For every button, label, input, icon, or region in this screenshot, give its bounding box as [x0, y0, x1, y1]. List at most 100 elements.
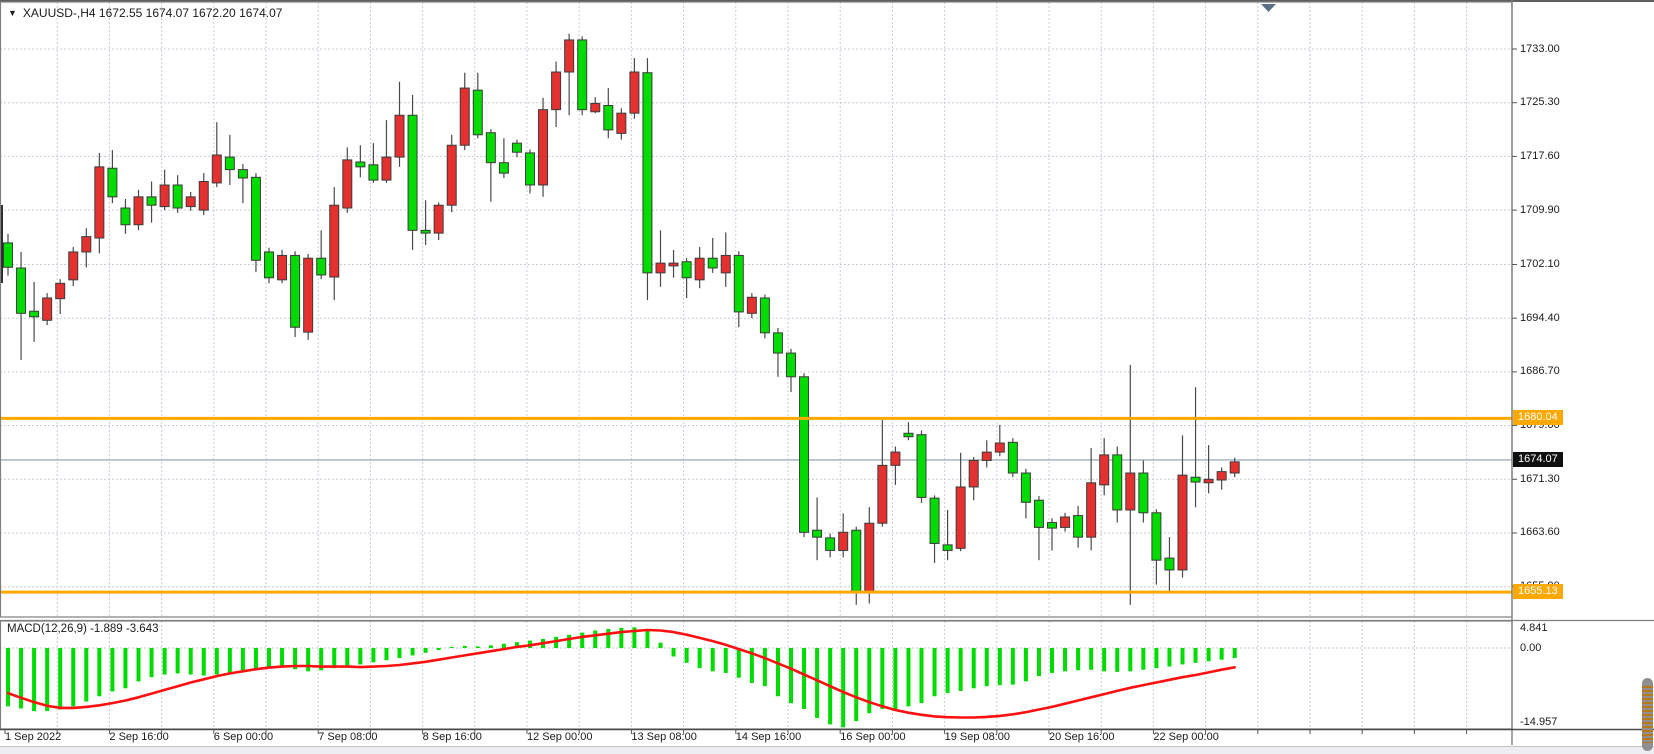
candle-body — [720, 254, 731, 274]
chart-shift-marker-icon[interactable] — [1261, 4, 1276, 12]
candle-body — [1099, 454, 1110, 486]
candle-body — [838, 531, 849, 551]
symbol-ohlc-text: XAUUSD-,H4 1672.55 1674.07 1672.20 1674.… — [22, 6, 283, 20]
candle-body — [1177, 474, 1188, 571]
candle-body — [981, 451, 992, 461]
price-tick-label: 1709.90 — [1520, 203, 1560, 216]
macd-histogram-bar — [293, 648, 298, 670]
candle-body — [825, 537, 836, 551]
macd-histogram-bar — [1089, 648, 1094, 670]
window-bottom-strip — [0, 746, 1654, 754]
time-tick-label: 22 Sep 00:00 — [1153, 731, 1219, 743]
clipped-candle-edge — [0, 205, 3, 283]
macd-histogram-bar — [580, 632, 585, 648]
macd-histogram-bar — [997, 648, 1002, 686]
candle-body — [316, 257, 327, 276]
macd-histogram-bar — [867, 648, 872, 714]
macd-histogram-bar — [1036, 648, 1041, 677]
macd-histogram-bar — [345, 648, 350, 667]
macd-histogram-bar — [332, 648, 337, 669]
candle-body — [916, 434, 927, 498]
candle-body — [107, 167, 118, 198]
time-tick-label: 7 Sep 08:00 — [318, 731, 378, 743]
candle-body — [929, 497, 940, 544]
candle-body — [525, 152, 535, 186]
time-tick-label: 6 Sep 00:00 — [213, 731, 274, 743]
candle-body — [16, 267, 27, 314]
macd-histogram-bar — [945, 648, 950, 694]
macd-histogram-bar — [358, 648, 363, 665]
macd-histogram-bar — [880, 648, 885, 709]
candle-body — [146, 196, 157, 206]
macd-histogram-bar — [1063, 648, 1068, 672]
time-tick-label: 19 Sep 08:00 — [944, 731, 1011, 743]
candle-body — [994, 442, 1005, 453]
time-tick-label: 1 Sep 2022 — [5, 731, 62, 743]
macd-histogram-bar — [319, 648, 324, 671]
macd-histogram-bar — [958, 648, 963, 691]
macd-indicator-label: MACD(12,26,9) -1.889 -3.643 — [7, 623, 159, 635]
macd-histogram-bar — [1115, 648, 1120, 672]
candle-body — [407, 114, 418, 231]
macd-histogram-bar — [658, 642, 663, 648]
candle-body — [1216, 471, 1227, 481]
candle-body — [211, 154, 222, 184]
price-tick-label: 1702.10 — [1520, 257, 1560, 270]
candle-body — [1138, 472, 1149, 514]
candle-body — [707, 257, 718, 269]
macd-histogram-bar — [789, 648, 793, 704]
macd-histogram-bar — [841, 648, 846, 728]
candle-body — [759, 297, 770, 334]
macd-histogram-bar — [6, 648, 10, 707]
candle-body — [381, 156, 392, 181]
macd-signal-line — [6, 628, 1236, 719]
candle-body — [694, 257, 705, 281]
candle-body — [681, 261, 692, 279]
candle-body — [303, 257, 314, 333]
candle-body — [616, 112, 627, 134]
macd-histogram-bar — [253, 648, 258, 669]
candle-body — [668, 262, 679, 267]
candle-body — [968, 459, 979, 488]
candle-body — [1086, 482, 1097, 538]
candle-body — [198, 181, 209, 211]
macd-histogram-bar — [84, 648, 89, 702]
price-tick-label: 1733.00 — [1520, 42, 1560, 55]
candle-body — [55, 282, 66, 300]
candle-body — [629, 71, 640, 114]
candle-body — [1020, 472, 1031, 503]
scrollbar-thumb[interactable] — [1642, 678, 1653, 751]
macd-histogram-bar — [501, 643, 506, 648]
candle-body — [342, 159, 353, 209]
macd-histogram-bar — [514, 642, 519, 648]
macd-histogram-bar — [1141, 648, 1146, 670]
macd-histogram-bar — [1102, 648, 1107, 672]
macd-histogram-bar — [984, 648, 989, 687]
candle-body — [237, 169, 248, 179]
candle-body — [42, 297, 53, 321]
collapse-triangle-icon[interactable]: ▼ — [8, 8, 17, 18]
candle-body — [472, 89, 483, 136]
macd-histogram-bar — [932, 648, 937, 697]
candle-body — [799, 376, 810, 533]
macd-histogram-bar — [280, 648, 285, 668]
candle-body — [329, 204, 340, 278]
price-badge-1680.04: 1680.04 — [1513, 410, 1563, 426]
macd-histogram-bar — [1167, 648, 1172, 667]
candle-body — [3, 242, 13, 268]
macd-histogram-bar — [1206, 648, 1211, 662]
price-tick-label: 1725.30 — [1520, 96, 1560, 109]
price-tick-label: 1671.30 — [1520, 472, 1560, 485]
price-tick-label: 1717.60 — [1520, 149, 1560, 162]
candle-body — [29, 310, 40, 318]
macd-group — [6, 627, 1237, 728]
candle-body — [433, 204, 444, 234]
macd-histogram-bar — [606, 628, 611, 648]
price-badge-1674.07: 1674.07 — [1513, 451, 1563, 467]
symbol-info-line: ▼ XAUUSD-,H4 1672.55 1674.07 1672.20 1674… — [8, 6, 282, 20]
candle-body — [812, 529, 823, 538]
macd-histogram-bar — [397, 648, 402, 659]
macd-histogram-bar — [475, 646, 480, 648]
